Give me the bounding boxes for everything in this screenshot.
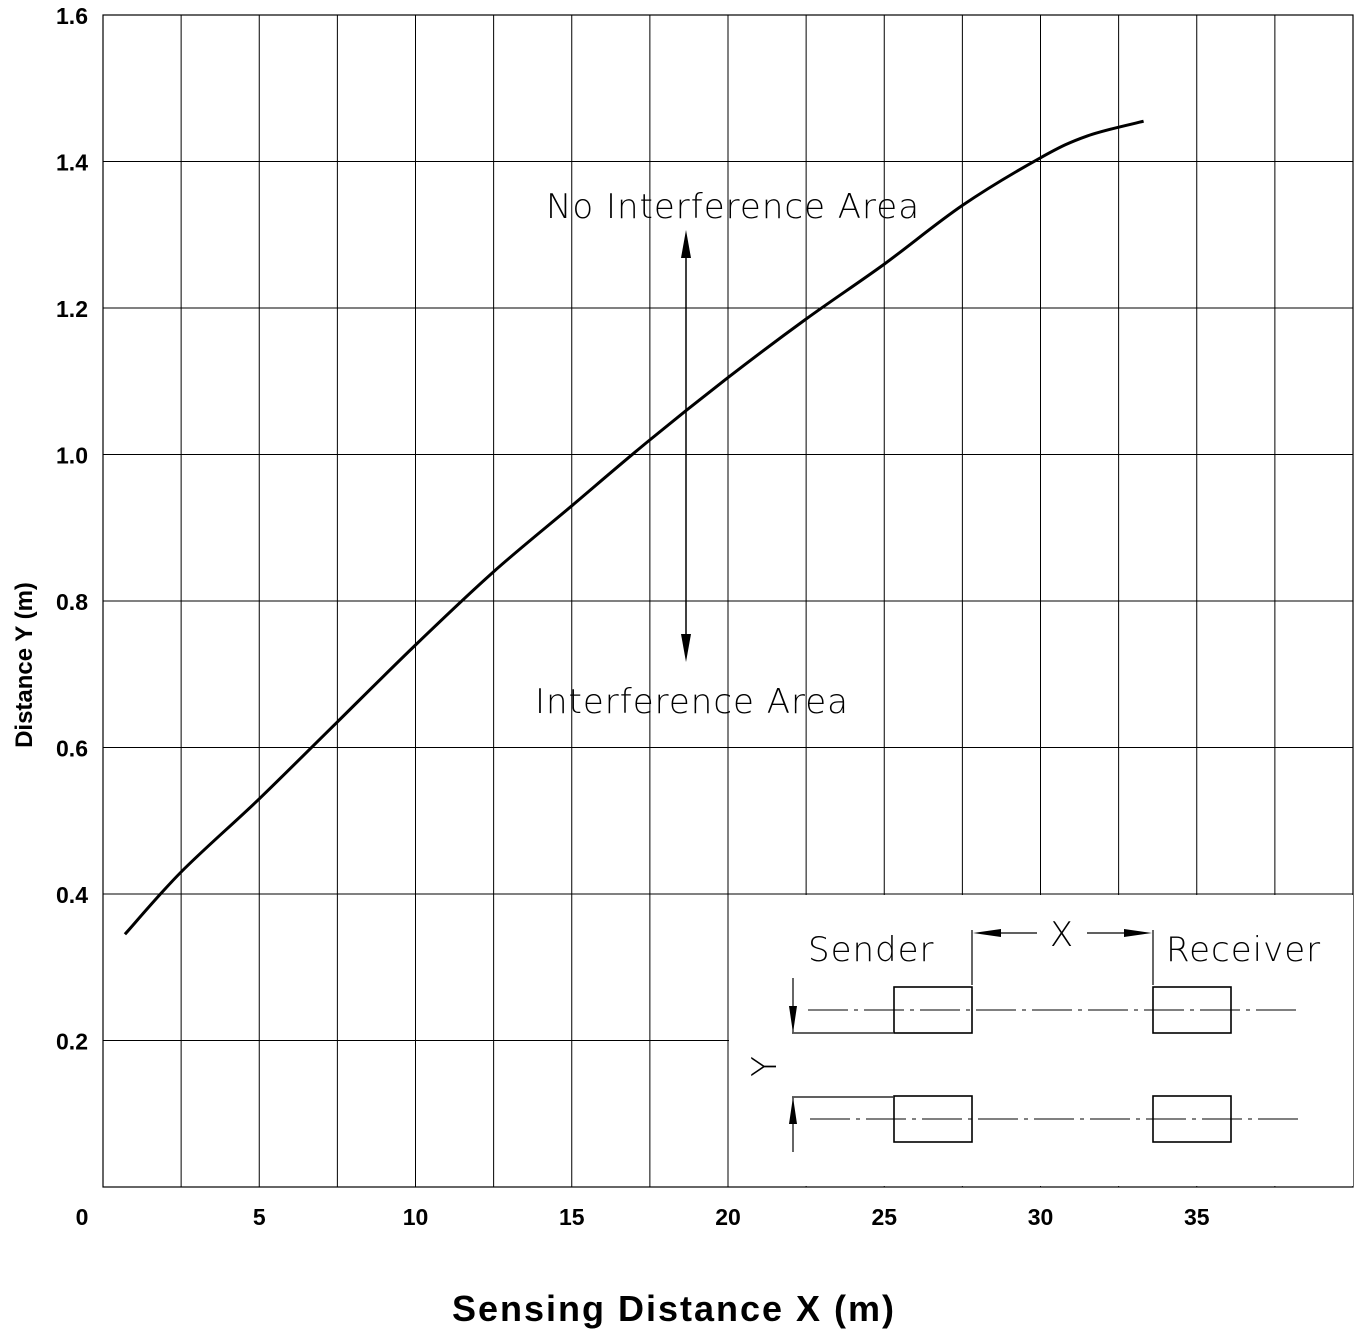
inset-background [729,895,1353,1186]
y-tick-label: 0.6 [56,736,88,762]
x-dimension-label: X [1050,915,1074,955]
x-tick-label: 35 [1184,1204,1210,1230]
plot-border [102,14,1354,1188]
x-tick-label: 10 [403,1204,429,1230]
y-axis-title: Distance Y (m) [11,582,38,748]
y-tick-label: 1.4 [56,150,88,176]
no-interference-label: No Interference Area [546,187,920,227]
x-tick-label: 0 [76,1204,89,1230]
x-axis-title: Sensing Distance X (m) [452,1288,896,1329]
x-tick-label: 25 [871,1204,897,1230]
y-tick-label: 0.2 [56,1029,88,1055]
receiver-label: Receiver [1166,930,1321,970]
y-tick-label: 0.8 [56,589,88,615]
curve-layer [123,119,1144,936]
y-tick-label: 1.0 [56,443,88,469]
annotation-group: No Interference Area Interference Area [535,187,920,722]
sender-top-box [893,986,973,1034]
y-tick-label: 1.6 [56,3,88,29]
plot-frame [102,14,1354,1188]
y-dimension-label: Y [745,1055,785,1077]
inset-diagram: Sender Receiver X Y [729,895,1353,1186]
sender-label: Sender [808,930,935,970]
x-tick-label: 20 [715,1204,741,1230]
receiver-bottom-box [1152,1095,1232,1143]
sender-bottom-box [893,1095,973,1143]
x-tick-label: 15 [559,1204,585,1230]
x-arrow-right-head [1124,929,1152,937]
tick-labels: 0 5 10 15 20 25 30 35 0.2 0.4 0.6 0.8 1.0 1.2 1.4 1.6 [56,3,1210,1230]
y-tick-label: 1.2 [56,296,88,322]
y-arrow-bottom-head [789,1097,797,1124]
arrow-down-head [681,634,691,662]
x-arrow-left-head [973,929,1001,937]
interference-boundary-curve [123,119,1144,936]
x-tick-label: 5 [253,1204,266,1230]
x-tick-label: 30 [1028,1204,1054,1230]
y-arrow-top-head [789,1006,797,1033]
receiver-top-box [1152,986,1232,1034]
interference-label: Interference Area [535,682,849,722]
y-tick-label: 0.4 [56,882,88,908]
arrow-up-head [681,230,691,258]
